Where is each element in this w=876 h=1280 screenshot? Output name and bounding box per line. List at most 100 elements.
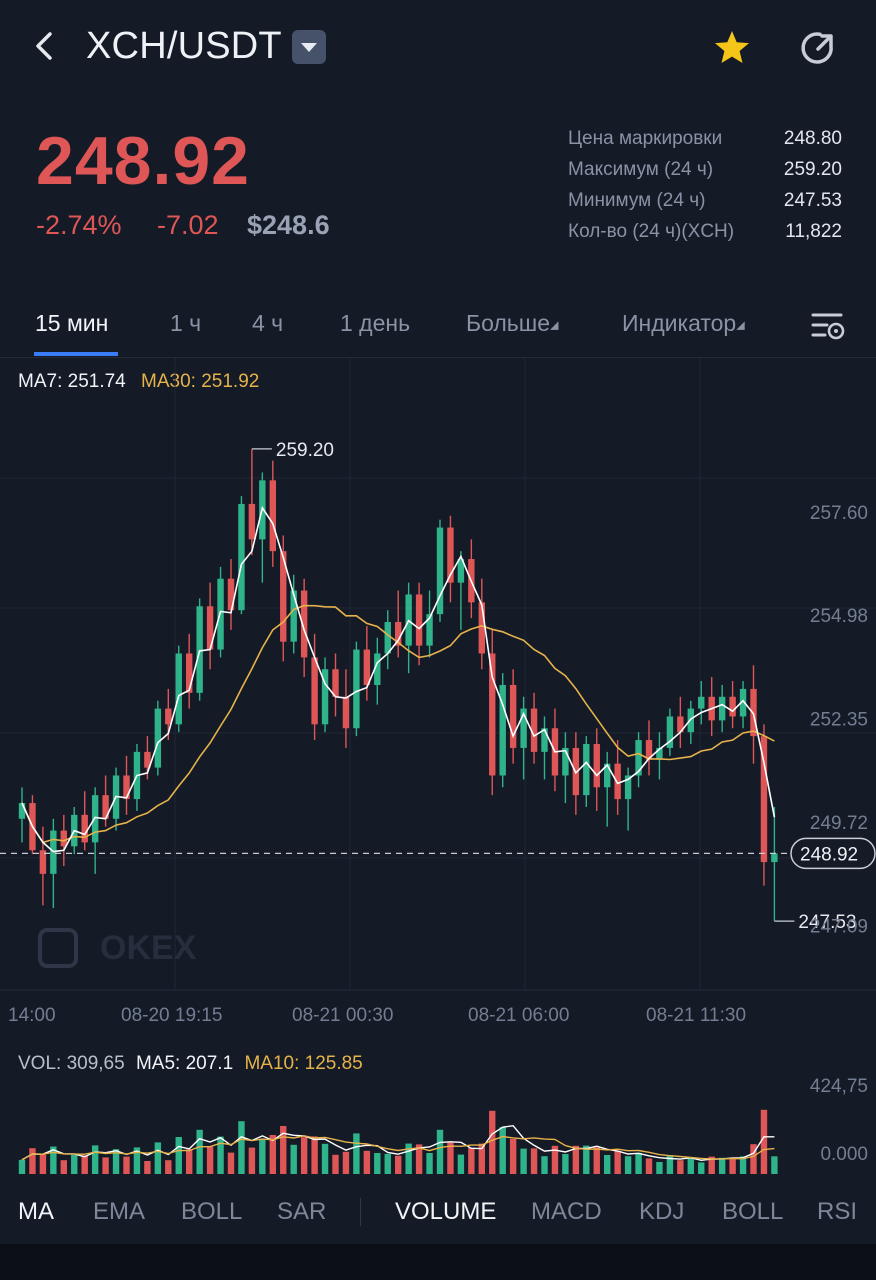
volume-bar [530, 1148, 538, 1174]
indicator-volume[interactable]: VOLUME [395, 1198, 497, 1225]
volume-bar [112, 1149, 120, 1174]
favorite-star-icon[interactable] [712, 28, 752, 68]
indicator-sar[interactable]: SAR [277, 1198, 327, 1225]
indicator-bar: MA EMA BOLL SAR VOLUME MACD KDJ BOLL RSI [0, 1182, 876, 1244]
low-label: 247.53 [798, 912, 856, 933]
candle-body [436, 527, 444, 615]
volume-bar [290, 1144, 297, 1174]
candle-body [321, 669, 329, 725]
indicator-kdj[interactable]: KDJ [639, 1198, 685, 1225]
candle-body [530, 708, 538, 752]
caret-down-icon: ◢ [550, 319, 559, 332]
candle-body [593, 744, 600, 788]
candle-body [583, 744, 590, 796]
candle-body [384, 622, 391, 654]
candle-body [457, 559, 465, 583]
volume-bars [18, 1109, 778, 1174]
candle-body [624, 775, 632, 800]
x-axis-label: 08-20 19:15 [121, 1005, 222, 1026]
candle-body [677, 716, 684, 733]
candle-body [238, 503, 245, 611]
high-marker: 259.20 [251, 440, 334, 461]
candle-body [562, 747, 569, 776]
volume-bar [206, 1146, 214, 1174]
candle-body [771, 853, 778, 863]
pair-title[interactable]: XCH/USDT [86, 25, 282, 67]
volume-bar [718, 1157, 726, 1174]
x-axis-labels: 14:00 08-20 19:15 08-21 00:30 08-21 06:00 08… [8, 1005, 746, 1026]
candle-body [499, 684, 506, 776]
ma-legend: MA7: 251.74 MA30: 251.92 [18, 371, 259, 393]
pair-dropdown-icon[interactable] [292, 30, 326, 64]
tab-more[interactable]: Больше◢ [466, 310, 559, 337]
back-arrow-icon[interactable] [28, 26, 60, 66]
okex-watermark: OKEX [38, 928, 197, 968]
x-axis-label: 14:00 [8, 1005, 56, 1026]
indicator-divider [360, 1198, 361, 1226]
tab-1d[interactable]: 1 день [340, 310, 411, 336]
candle-body [729, 696, 736, 717]
volume-bar [562, 1154, 569, 1174]
volume-bar [332, 1154, 339, 1174]
volume-bar [144, 1161, 151, 1174]
volume-bar [102, 1157, 109, 1174]
volume-bar [509, 1139, 517, 1174]
tab-1h[interactable]: 1 ч [170, 310, 202, 336]
stat-high-24h: Максимум (24 ч) 259.20 [568, 159, 842, 190]
candle-body [39, 850, 47, 874]
volume-bar [624, 1156, 632, 1174]
candle-body [353, 649, 360, 729]
candle-body [656, 747, 663, 760]
y-axis-label: 249.72 [810, 813, 868, 834]
candle-body [332, 669, 339, 697]
last-price: 248.92 [36, 123, 250, 199]
candle-body [604, 763, 611, 788]
volume-bar [238, 1121, 245, 1174]
indicator-ma[interactable]: MA [18, 1198, 54, 1225]
volume-bar [687, 1158, 694, 1174]
candle-body [206, 606, 214, 650]
volume-bar [395, 1155, 402, 1174]
stats-panel: Цена маркировки 248.80 Максимум (24 ч) 2… [568, 128, 842, 252]
volume-bar [771, 1156, 778, 1174]
vol-ma5-value: MA5: 207.1 [135, 1053, 234, 1074]
indicator-macd[interactable]: MACD [531, 1198, 602, 1225]
volume-bar [29, 1148, 36, 1174]
vol-axis-top: 424,75 [810, 1076, 868, 1097]
volume-bar [133, 1147, 141, 1174]
candle-body [374, 653, 381, 685]
tab-indicator[interactable]: Индикатор◢ [622, 310, 745, 337]
indicator-rsi[interactable]: RSI [817, 1198, 858, 1225]
indicator-boll-sub[interactable]: BOLL [722, 1198, 784, 1225]
candle-body [478, 602, 485, 654]
candle-body [363, 649, 371, 685]
y-axis-label: 252.35 [810, 709, 868, 730]
stat-label: Цена маркировки [568, 128, 723, 149]
candle-body [227, 578, 235, 611]
candles [18, 448, 778, 922]
indicator-ema[interactable]: EMA [93, 1198, 146, 1225]
volume-bar [708, 1156, 715, 1174]
chart-settings-icon[interactable] [810, 310, 846, 342]
candle-body [154, 708, 162, 768]
volume-bar [50, 1146, 57, 1174]
tab-15m[interactable]: 15 мин [35, 310, 109, 336]
candle-body [311, 657, 318, 725]
tab-4h[interactable]: 4 ч [252, 310, 284, 336]
vol-ma10-value: MA10: 125.85 [244, 1053, 363, 1074]
volume-chart[interactable]: 424,75 0.000 [0, 1070, 876, 1180]
stat-value: 259.20 [783, 159, 842, 180]
volume-bar [227, 1152, 235, 1174]
ma7-line [21, 505, 776, 853]
current-price-box [790, 837, 876, 870]
candle-body [718, 696, 726, 721]
price-chart[interactable]: OKEX 248.92 259.20 247.53 257.60254.9825… [0, 358, 876, 1038]
y-axis-label: 247.09 [810, 916, 868, 937]
share-icon[interactable] [798, 28, 838, 68]
candle-body [290, 590, 297, 642]
volume-bar [18, 1159, 26, 1174]
vol-axis-zero: 0.000 [820, 1144, 868, 1165]
indicator-boll-main[interactable]: BOLL [181, 1198, 243, 1225]
ma7-value: MA7: 251.74 [18, 371, 126, 392]
interval-tabs: 15 мин 1 ч 4 ч 1 день Больше◢ Индикатор◢ [0, 296, 876, 358]
